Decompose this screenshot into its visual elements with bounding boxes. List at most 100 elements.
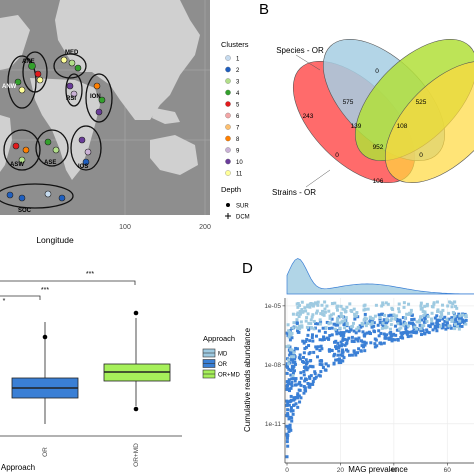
scatter-point-md xyxy=(307,321,311,325)
scatter-point-or xyxy=(289,406,293,410)
scatter-point-or xyxy=(333,352,337,356)
scatter-point-or xyxy=(307,328,311,332)
scatter-point-or xyxy=(304,358,308,362)
scatter-point-md xyxy=(323,307,327,311)
scatter-point-or xyxy=(291,360,295,364)
scatter-point-or xyxy=(289,408,293,412)
scatter-point-or xyxy=(428,325,432,329)
scatter-point-or xyxy=(419,329,423,333)
scatter-point-or xyxy=(377,329,381,333)
cluster-legend-swatch xyxy=(225,124,231,130)
scatter-point-or xyxy=(458,317,462,321)
significance-label: *** xyxy=(86,271,94,278)
scatter-point-or xyxy=(288,415,292,419)
scatter-point-md xyxy=(303,306,307,310)
scatter-y-tick: 1e-08 xyxy=(264,362,281,369)
scatter-point-md xyxy=(312,327,316,331)
scatter-point-md xyxy=(455,325,459,329)
scatter-point-or xyxy=(324,362,328,366)
scatter-point-or xyxy=(314,345,318,349)
cluster-legend-label: 4 xyxy=(236,91,240,97)
scatter-point-md xyxy=(371,317,375,321)
scatter-point-md xyxy=(290,331,294,335)
scatter-point-or xyxy=(454,316,458,320)
region-ellipse-ane xyxy=(22,51,48,93)
scatter-point-or xyxy=(398,319,402,323)
cluster-legend-swatch xyxy=(225,147,231,153)
scatter-point-or xyxy=(288,338,292,342)
panel-label-b: B xyxy=(259,1,269,18)
scatter-point-md xyxy=(420,306,424,310)
scatter-point-or xyxy=(352,349,356,353)
scatter-point-or xyxy=(378,341,382,345)
scatter-point-md xyxy=(298,309,302,313)
region-ellipse-asw xyxy=(3,129,41,171)
cluster-legend-swatch xyxy=(225,170,231,176)
scatter-point-or xyxy=(423,331,427,335)
scatter-point-or xyxy=(345,329,349,333)
scatter-point-or xyxy=(332,354,336,358)
scatter-point-md xyxy=(338,326,342,330)
scatter-point-or xyxy=(361,330,365,334)
boxplot-or-md xyxy=(103,310,171,412)
scatter-point-md xyxy=(335,305,339,309)
scatter-point-or xyxy=(378,320,382,324)
scatter-point-or xyxy=(427,324,431,328)
scatter-point-md xyxy=(396,322,400,326)
scatter-point-or xyxy=(299,376,303,380)
sample-point xyxy=(84,148,92,156)
australia-land xyxy=(150,135,198,175)
scatter-point-md xyxy=(426,315,430,319)
scatter-point-md xyxy=(455,306,459,310)
scatter-point-or xyxy=(306,333,310,337)
scatter-point-or xyxy=(454,318,458,322)
scatter-point-or xyxy=(286,408,290,412)
scatter-point-md xyxy=(295,302,299,306)
scatter-point-or xyxy=(427,331,431,335)
scatter-point-md xyxy=(343,326,347,330)
scatter-point-md xyxy=(381,303,385,307)
scatter-point-or xyxy=(286,426,290,430)
scatter-point-md xyxy=(315,309,319,313)
sample-point xyxy=(68,59,76,67)
scatter-point-md xyxy=(364,324,368,328)
scatter-point-or xyxy=(407,330,411,334)
scatter-point-or xyxy=(369,341,373,345)
scatter-point-md xyxy=(356,325,360,329)
scatter-point-or xyxy=(358,324,362,328)
scatter-point-or xyxy=(299,396,303,400)
region-ellipse-ase xyxy=(35,129,69,167)
scatter-point-or xyxy=(289,386,293,390)
prevalence-density xyxy=(286,258,474,295)
scatter-point-md xyxy=(366,307,370,311)
scatter-point-or xyxy=(433,324,437,328)
scatter-point-or xyxy=(302,360,306,364)
scatter-point-or xyxy=(360,344,364,348)
scatter-point-md xyxy=(432,302,436,306)
cluster-legend-label: 10 xyxy=(236,160,243,166)
cluster-legend-swatch xyxy=(225,112,231,119)
scatter-point-or xyxy=(285,455,289,459)
scatter-point-or xyxy=(350,335,354,339)
sample-point xyxy=(6,191,14,199)
sample-point xyxy=(22,146,30,154)
scatter-point-md xyxy=(287,358,291,362)
scatter-point-md xyxy=(445,318,449,322)
scatter-point-md xyxy=(306,305,310,309)
sample-point xyxy=(28,62,36,70)
scatter-point-or xyxy=(368,320,372,324)
scatter-point-md xyxy=(390,317,394,321)
scatter-point-md xyxy=(295,318,299,322)
panel-label-d: D xyxy=(242,260,253,277)
scatter-point-md xyxy=(402,301,406,305)
scatter-point-md xyxy=(297,315,301,319)
scatter-point-or xyxy=(375,344,379,348)
scatter-point-or xyxy=(328,334,332,338)
scatter-point-or xyxy=(302,373,306,377)
scatter-point-md xyxy=(285,345,289,349)
scatter-point-or xyxy=(291,412,295,416)
scatter-point-or xyxy=(401,336,405,340)
scatter-point-or xyxy=(341,354,345,358)
scatter-point-md xyxy=(425,319,429,323)
scatter-point-or xyxy=(289,399,293,403)
